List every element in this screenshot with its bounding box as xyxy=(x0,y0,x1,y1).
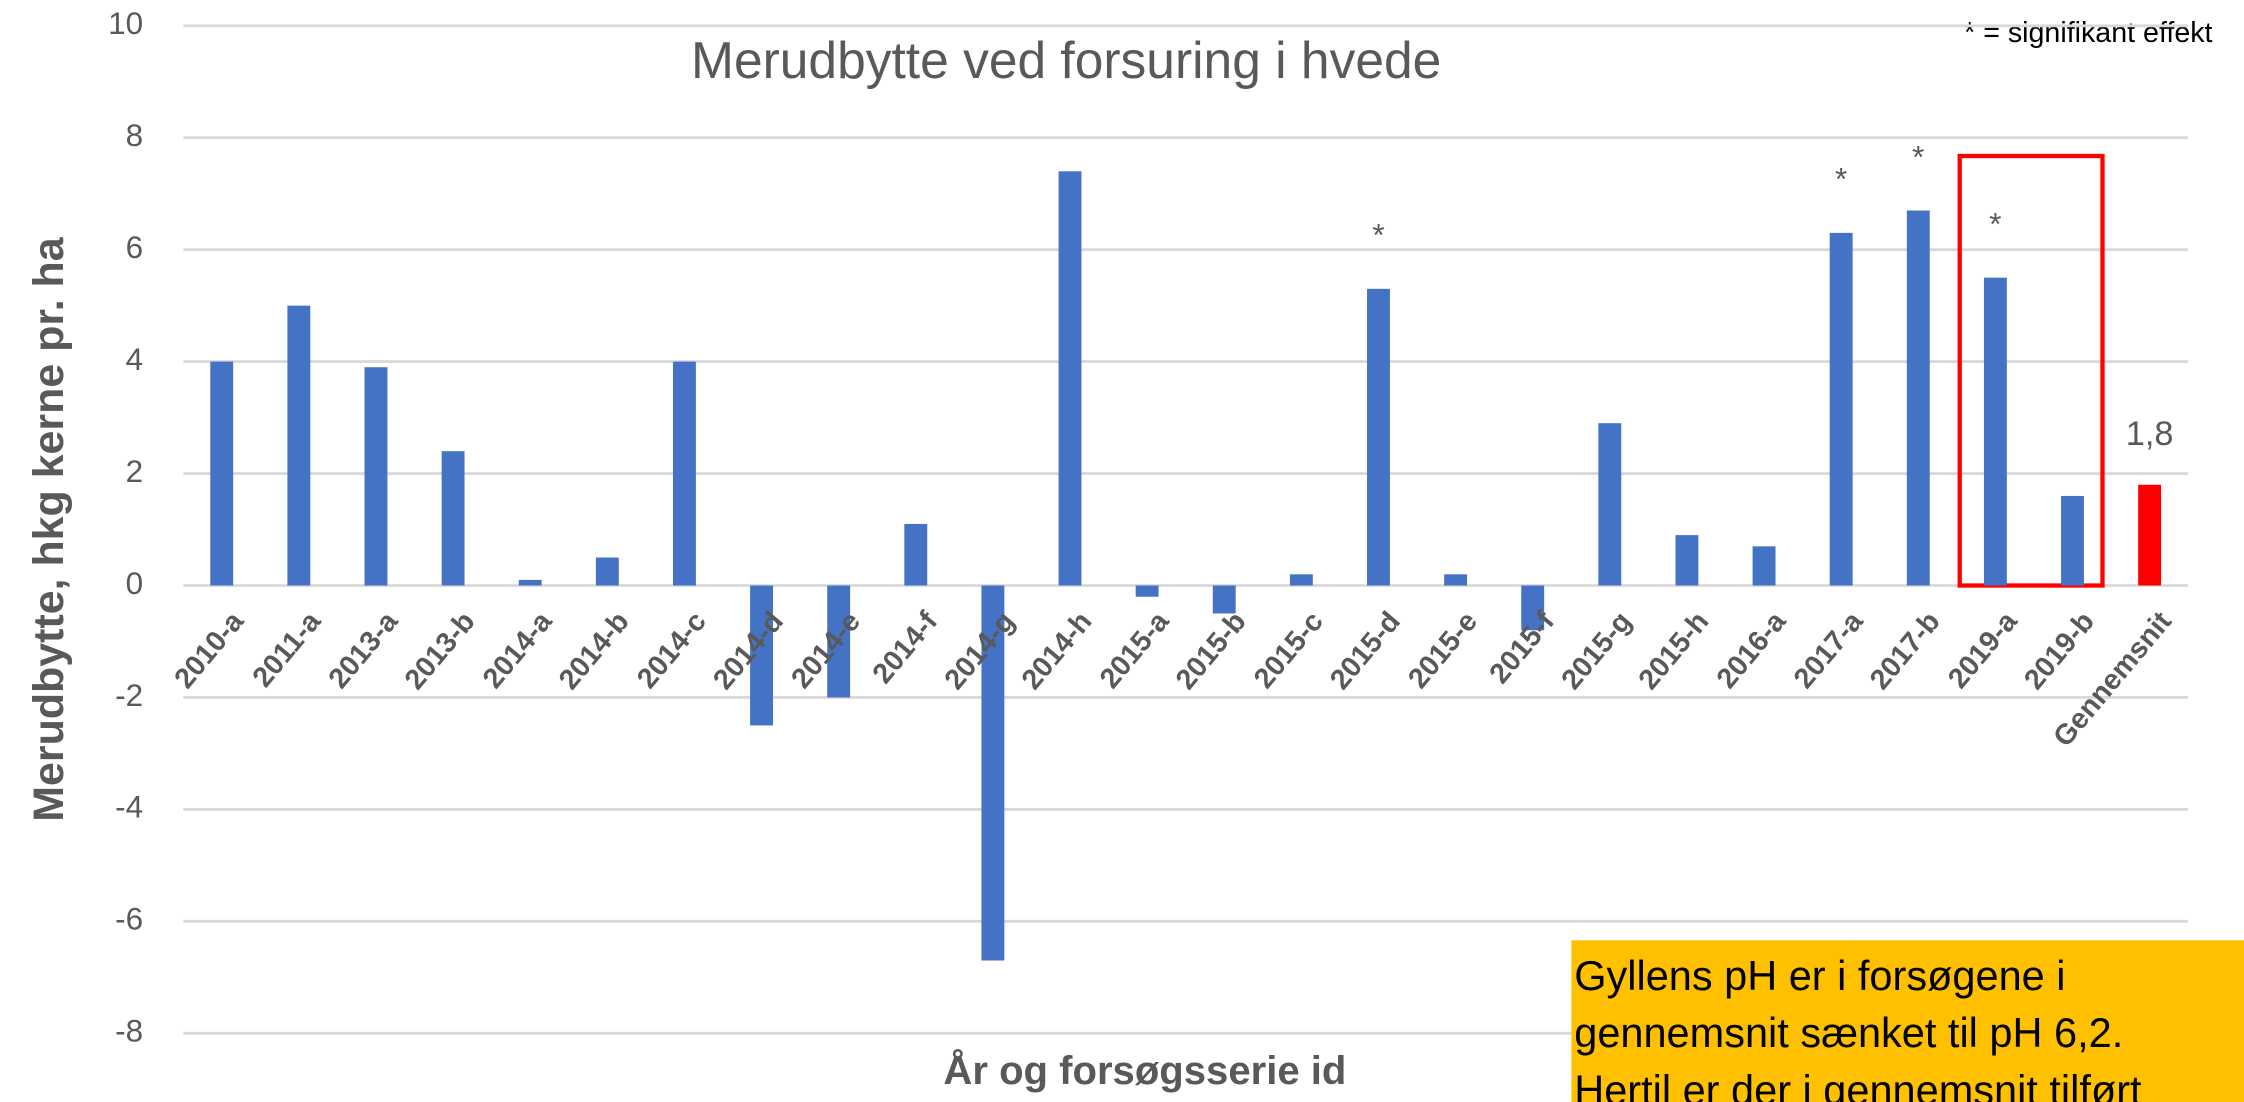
text-box-line: Hertil er der i gennemsnit tilført xyxy=(1574,1066,2142,1102)
bar xyxy=(750,585,773,726)
y-tick-label: 4 xyxy=(126,342,144,377)
x-tick-label: 2017-b xyxy=(1864,606,1947,696)
y-tick-label: 0 xyxy=(126,566,144,601)
x-tick-label: 2013-b xyxy=(399,606,482,696)
bar xyxy=(827,585,851,698)
x-tick-label: 2014-d xyxy=(707,606,790,696)
x-axis-title: År og forsøgsserie id xyxy=(943,1048,1346,1093)
x-tick-label: 2013-a xyxy=(323,605,405,695)
x-tick-label: 2019-a xyxy=(1942,605,2024,695)
x-tick-label: 2015-g xyxy=(1555,606,1638,696)
x-tick-label: 2015-e xyxy=(1402,606,1484,695)
bar xyxy=(1983,277,2007,586)
bar xyxy=(1135,585,1159,597)
bar xyxy=(1598,423,1622,586)
y-axis-title: Merudbytte, hkg kerne pr. ha xyxy=(25,236,73,821)
x-tick-label: 2014-a xyxy=(477,605,559,695)
x-tick-label: 2015-b xyxy=(1170,606,1253,696)
x-tick-label: 2015-c xyxy=(1248,606,1330,695)
y-tick-label: -2 xyxy=(115,678,143,713)
bar xyxy=(1906,210,1930,586)
significance-mark: * xyxy=(1835,162,1847,197)
x-tick-label: 2011-a xyxy=(246,605,327,693)
bar xyxy=(2138,484,2162,586)
x-tick-label: 2017-a xyxy=(1788,605,1870,695)
bar xyxy=(981,585,1005,961)
highlight-box xyxy=(1957,153,2105,588)
text-box xyxy=(1571,940,2244,1102)
y-tick-label: 10 xyxy=(108,6,143,41)
y-tick-label: 8 xyxy=(126,118,144,153)
bar xyxy=(1752,546,1776,586)
bar xyxy=(518,579,542,586)
x-tick-label: 2014-h xyxy=(1016,606,1099,696)
x-tick-label: 2014-b xyxy=(553,606,636,696)
y-tick-label: 6 xyxy=(126,230,144,265)
bar xyxy=(1212,585,1236,614)
bar xyxy=(364,367,388,586)
text-box-line: gennemsnit sænket til pH 6,2. xyxy=(1574,1009,2123,1056)
x-tick-label: 2015-h xyxy=(1632,606,1715,696)
y-tick-label: -6 xyxy=(115,902,143,937)
bar xyxy=(1675,535,1699,586)
x-tick-label: 2014-f xyxy=(866,605,944,689)
x-tick-label: 2014-c xyxy=(631,606,713,695)
bar xyxy=(1058,171,1082,586)
x-tick-label: 2014-e xyxy=(785,606,867,695)
y-tick-label: -8 xyxy=(115,1014,143,1049)
bar xyxy=(1367,288,1390,586)
bar xyxy=(441,451,465,586)
x-tick-label: 2016-a xyxy=(1711,605,1793,695)
bar xyxy=(672,361,696,586)
x-tick-label: 2015-a xyxy=(1094,605,1176,695)
y-tick-label: 2 xyxy=(126,454,144,489)
x-tick-label: 2015-d xyxy=(1324,606,1407,696)
text-box-line: Gyllens pH er i forsøgene i xyxy=(1574,952,2065,999)
y-tick-label: -4 xyxy=(115,790,143,825)
bar xyxy=(1829,232,1853,586)
significance-mark: * xyxy=(1372,218,1384,253)
bar xyxy=(904,523,928,586)
significance-mark: * xyxy=(1912,139,1924,174)
x-tick-label: 2014-g xyxy=(938,606,1021,696)
data-label: 1,8 xyxy=(2126,415,2174,453)
bar xyxy=(1444,574,1468,586)
bar xyxy=(1521,585,1545,631)
note: * = signifikant effekt xyxy=(1964,17,2212,49)
bar xyxy=(595,557,619,586)
bar xyxy=(1289,574,1313,586)
x-tick-label: 2010-a xyxy=(168,605,250,695)
bar xyxy=(287,305,311,586)
bar xyxy=(2061,495,2084,586)
chart-title: Merudbytte ved forsuring i hvede xyxy=(691,31,1441,89)
bar xyxy=(210,361,234,586)
significance-mark: * xyxy=(1989,206,2001,241)
